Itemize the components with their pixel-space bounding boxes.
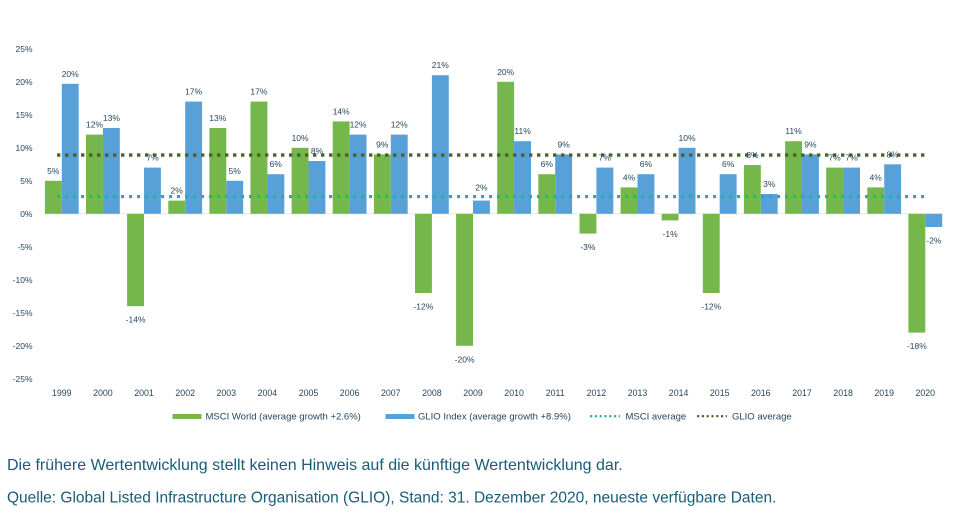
svg-text:-18%: -18% bbox=[907, 341, 927, 351]
svg-text:-14%: -14% bbox=[126, 315, 146, 325]
svg-text:2010: 2010 bbox=[504, 388, 524, 398]
svg-text:10%: 10% bbox=[292, 133, 309, 143]
svg-text:11%: 11% bbox=[785, 126, 802, 136]
svg-text:2018: 2018 bbox=[833, 388, 853, 398]
svg-text:2004: 2004 bbox=[258, 388, 278, 398]
svg-text:0%: 0% bbox=[20, 209, 33, 219]
svg-text:14%: 14% bbox=[333, 106, 350, 116]
svg-text:2001: 2001 bbox=[134, 388, 154, 398]
svg-text:2015: 2015 bbox=[710, 388, 730, 398]
svg-text:GLIO Index (average growth +8.: GLIO Index (average growth +8.9%) bbox=[418, 412, 571, 423]
svg-text:-15%: -15% bbox=[13, 308, 33, 318]
svg-text:12%: 12% bbox=[391, 120, 408, 130]
svg-text:2017: 2017 bbox=[792, 388, 812, 398]
svg-text:2007: 2007 bbox=[381, 388, 401, 398]
svg-text:7%: 7% bbox=[828, 153, 841, 163]
svg-text:MSCI World (average growth +2.: MSCI World (average growth +2.6%) bbox=[206, 412, 361, 423]
svg-text:1999: 1999 bbox=[52, 388, 72, 398]
svg-text:6%: 6% bbox=[722, 159, 735, 169]
svg-text:12%: 12% bbox=[86, 120, 103, 130]
svg-text:8%: 8% bbox=[886, 149, 899, 159]
svg-text:2009: 2009 bbox=[463, 388, 483, 398]
svg-text:-10%: -10% bbox=[13, 275, 33, 285]
svg-text:-5%: -5% bbox=[17, 242, 33, 252]
svg-text:GLIO average: GLIO average bbox=[732, 412, 792, 423]
svg-text:10%: 10% bbox=[15, 143, 32, 153]
svg-text:-1%: -1% bbox=[663, 229, 679, 239]
svg-text:9%: 9% bbox=[558, 139, 571, 149]
svg-text:6%: 6% bbox=[541, 159, 554, 169]
svg-text:-12%: -12% bbox=[701, 302, 721, 312]
svg-text:2020: 2020 bbox=[916, 388, 936, 398]
svg-text:5%: 5% bbox=[47, 166, 60, 176]
svg-text:11%: 11% bbox=[514, 126, 531, 136]
svg-text:7%: 7% bbox=[146, 153, 159, 163]
svg-text:9%: 9% bbox=[376, 139, 389, 149]
svg-text:12%: 12% bbox=[350, 120, 367, 130]
svg-text:2014: 2014 bbox=[669, 388, 689, 398]
svg-text:8%: 8% bbox=[311, 146, 324, 156]
svg-text:20%: 20% bbox=[497, 67, 514, 77]
svg-text:8%: 8% bbox=[746, 150, 759, 160]
svg-text:2013: 2013 bbox=[628, 388, 648, 398]
svg-text:4%: 4% bbox=[623, 172, 636, 182]
svg-text:5%: 5% bbox=[229, 166, 242, 176]
svg-text:-20%: -20% bbox=[13, 341, 33, 351]
svg-text:-12%: -12% bbox=[413, 302, 433, 312]
svg-text:6%: 6% bbox=[640, 159, 653, 169]
svg-text:17%: 17% bbox=[185, 87, 202, 97]
svg-text:9%: 9% bbox=[804, 139, 817, 149]
svg-text:-3%: -3% bbox=[580, 242, 596, 252]
svg-text:-20%: -20% bbox=[455, 354, 475, 364]
svg-text:6%: 6% bbox=[270, 159, 283, 169]
svg-text:MSCI average: MSCI average bbox=[626, 412, 687, 423]
svg-text:20%: 20% bbox=[15, 77, 32, 87]
svg-text:25%: 25% bbox=[15, 44, 32, 54]
svg-text:2005: 2005 bbox=[299, 388, 319, 398]
svg-text:2006: 2006 bbox=[340, 388, 360, 398]
svg-text:20%: 20% bbox=[62, 69, 79, 79]
svg-text:7%: 7% bbox=[599, 153, 612, 163]
svg-text:2003: 2003 bbox=[217, 388, 237, 398]
svg-text:2011: 2011 bbox=[546, 388, 565, 398]
svg-text:7%: 7% bbox=[845, 153, 858, 163]
svg-text:3%: 3% bbox=[763, 179, 776, 189]
svg-text:2008: 2008 bbox=[422, 388, 442, 398]
svg-text:21%: 21% bbox=[432, 60, 449, 70]
svg-text:17%: 17% bbox=[250, 87, 267, 97]
svg-text:Quelle: Global Listed Infrastr: Quelle: Global Listed Infrastructure Org… bbox=[7, 490, 776, 507]
svg-text:-25%: -25% bbox=[13, 374, 33, 384]
svg-text:2002: 2002 bbox=[175, 388, 195, 398]
svg-text:4%: 4% bbox=[870, 172, 883, 182]
svg-text:-2%: -2% bbox=[926, 236, 942, 246]
svg-text:2019: 2019 bbox=[874, 388, 894, 398]
svg-text:5%: 5% bbox=[20, 176, 33, 186]
svg-text:2016: 2016 bbox=[751, 388, 771, 398]
svg-text:2012: 2012 bbox=[587, 388, 607, 398]
svg-text:13%: 13% bbox=[209, 113, 226, 123]
svg-text:2000: 2000 bbox=[93, 388, 113, 398]
svg-text:Die frühere Wertentwicklung st: Die frühere Wertentwicklung stellt keine… bbox=[7, 457, 623, 474]
svg-text:15%: 15% bbox=[15, 110, 32, 120]
svg-text:10%: 10% bbox=[678, 133, 695, 143]
svg-text:13%: 13% bbox=[103, 113, 120, 123]
svg-text:2%: 2% bbox=[171, 186, 184, 196]
svg-text:2%: 2% bbox=[475, 183, 488, 193]
